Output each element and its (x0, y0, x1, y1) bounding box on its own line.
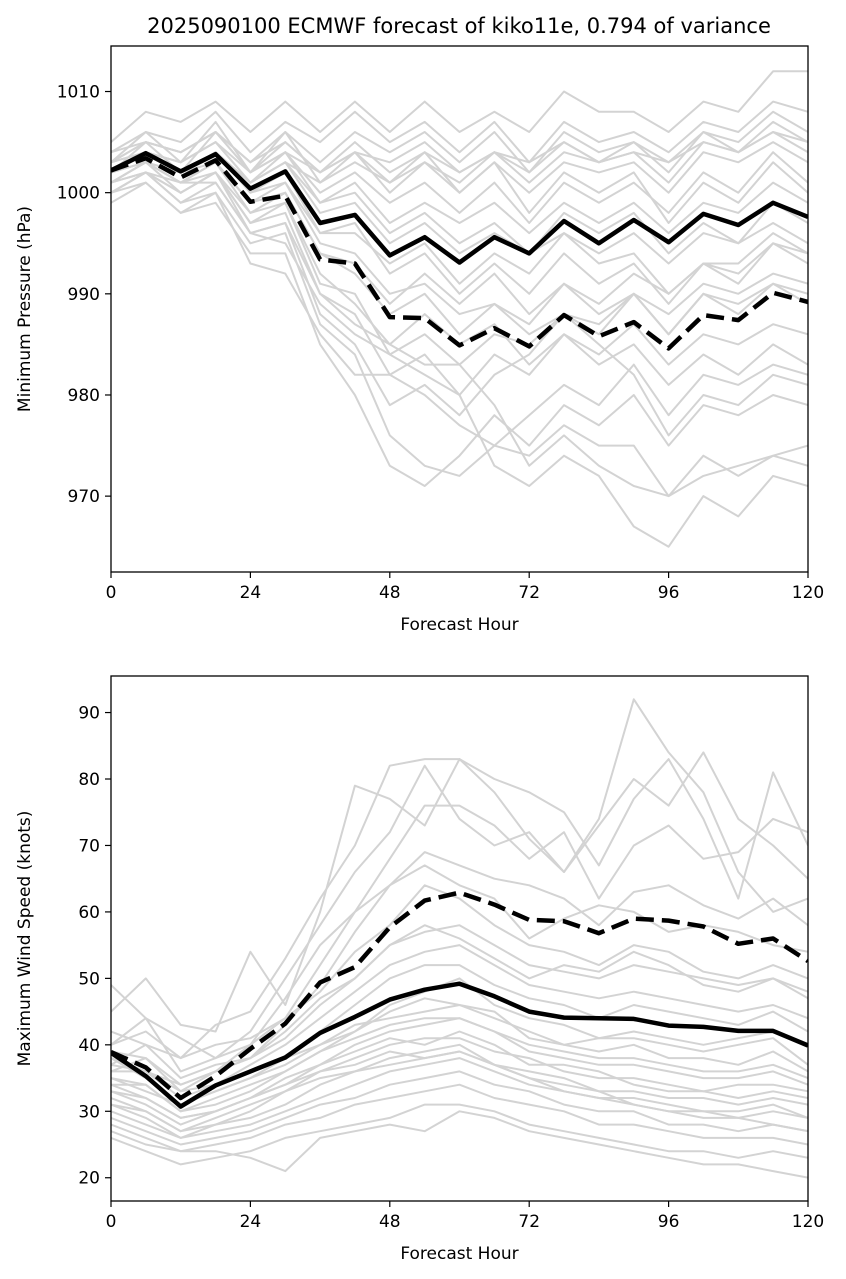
wind-x-tick-label-5: 120 (792, 1212, 824, 1232)
pressure-y-tick-label-1: 980 (68, 386, 100, 406)
pressure-ensemble-line-15 (111, 181, 808, 487)
pressure-ensemble-line-21 (111, 151, 808, 305)
wind-ensemble-line-2 (111, 698, 808, 1073)
wind-axes-frame (110, 675, 809, 1202)
wind-ensemble-line-3 (111, 758, 808, 1033)
wind-ensemble-line-23 (111, 944, 808, 1099)
pressure-x-axis-label: Forecast Hour (400, 615, 518, 635)
wind-ensemble-line-15 (111, 1043, 808, 1139)
wind-x-axis-label: Forecast Hour (400, 1244, 518, 1264)
pressure-x-tick-label-4: 96 (658, 583, 680, 603)
pressure-ensemble-line-26 (111, 120, 808, 224)
wind-ensemble-line-11 (111, 977, 808, 1113)
pressure-y-axis-label: Minimum Pressure (hPa) (15, 206, 35, 412)
wind-y-tick-label-4: 60 (78, 903, 100, 923)
wind-ensemble-line-5 (111, 804, 808, 1060)
wind-y-tick-label-5: 70 (78, 836, 100, 856)
pressure-axes-frame (110, 45, 809, 573)
wind-series-group (111, 698, 808, 1179)
pressure-ensemble-line-16 (111, 171, 808, 498)
pressure-ensemble-line-3 (111, 100, 808, 164)
wind-ensemble-line-9 (111, 924, 808, 1080)
pressure-y-tick-label-3: 1000 (57, 184, 100, 204)
wind-x-tick-label-0: 0 (106, 1212, 117, 1232)
wind-x-tick-label-1: 24 (240, 1212, 262, 1232)
pressure-x-tick-label-2: 48 (379, 583, 401, 603)
wind-ensemble-line-21 (111, 1110, 808, 1179)
chart-title: 2025090100 ECMWF forecast of kiko11e, 0.… (147, 14, 771, 38)
wind-ensemble-line-27 (111, 1050, 808, 1133)
pressure-chart: 0 24 48 72 96 120 970 980 990 1000 1010 Forecast Ho… (15, 45, 824, 635)
wind-speed-chart: 0 24 48 72 96 120 20 30 40 50 60 70 80 90 Forecast Hou… (15, 675, 824, 1264)
pressure-ensemble-line-14 (111, 181, 808, 477)
wind-ensemble-line-4 (111, 751, 808, 1060)
wind-y-tick-label-3: 50 (78, 969, 100, 989)
wind-ensemble-line-26 (111, 1017, 808, 1113)
wind-y-tick-label-0: 20 (78, 1169, 100, 1189)
wind-ensemble-line-19 (111, 1083, 808, 1153)
wind-dashed-line (111, 890, 808, 1101)
pressure-x-tick-label-5: 120 (792, 583, 824, 603)
pressure-ensemble-line-2 (111, 70, 808, 143)
pressure-y-tick-label-2: 990 (68, 285, 100, 305)
pressure-x-tick-label-3: 72 (518, 583, 540, 603)
pressure-x-tick-label-0: 0 (106, 583, 117, 603)
wind-ensemble-line-20 (111, 1103, 808, 1166)
pressure-ensemble-line-17 (111, 161, 808, 548)
wind-x-tick-label-3: 72 (518, 1212, 540, 1232)
wind-ensemble-line-18 (111, 1070, 808, 1146)
pressure-y-tick-label-4: 1010 (57, 83, 100, 103)
wind-x-tick-label-4: 96 (658, 1212, 680, 1232)
pressure-ensemble-line-10 (111, 161, 808, 336)
wind-solid-line (111, 981, 808, 1109)
wind-y-tick-label-2: 40 (78, 1036, 100, 1056)
wind-y-tick-label-7: 90 (78, 704, 100, 724)
pressure-ensemble-line-6 (111, 141, 808, 194)
pressure-ensemble-line-20 (111, 141, 808, 295)
pressure-series-group (111, 70, 808, 548)
pressure-y-tick-label-0: 970 (68, 487, 100, 507)
wind-x-tick-label-2: 48 (379, 1212, 401, 1232)
pressure-ensemble-line-27 (111, 131, 808, 255)
pressure-ensemble-line-24 (111, 151, 808, 235)
pressure-x-tick-label-1: 24 (240, 583, 262, 603)
pressure-ensemble-line-18 (111, 151, 808, 498)
pressure-ensemble-line-25 (111, 131, 808, 174)
pressure-solid-line (111, 150, 808, 265)
wind-ensemble-line-16 (111, 1057, 808, 1139)
wind-ensemble-line-7 (111, 864, 808, 1060)
wind-ensemble-line-22 (111, 997, 808, 1106)
wind-ensemble-line-14 (111, 1037, 808, 1133)
wind-y-tick-label-6: 80 (78, 770, 100, 790)
wind-y-tick-label-1: 30 (78, 1102, 100, 1122)
pressure-dashed-line (111, 156, 808, 351)
pressure-ensemble-line-22 (111, 161, 808, 336)
wind-y-axis-label: Maximum Wind Speed (knots) (15, 811, 35, 1067)
